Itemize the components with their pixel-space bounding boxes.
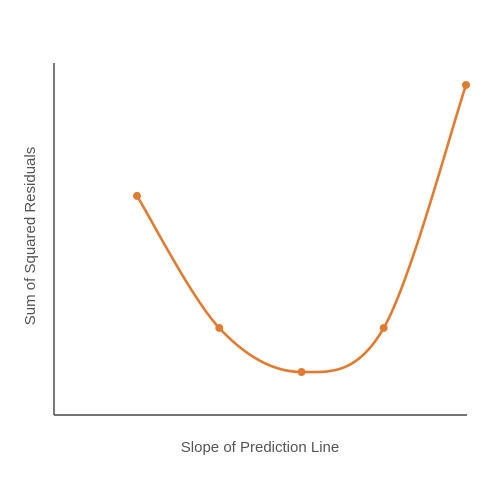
series-line — [135, 83, 468, 374]
x-axis-label: Slope of Prediction Line — [181, 439, 339, 456]
y-axis-label: Sum of Squared Residuals — [22, 147, 39, 325]
data-point-5 — [462, 81, 470, 89]
data-point-3 — [297, 368, 306, 376]
data-point-1 — [133, 191, 141, 200]
data-point-4 — [379, 323, 388, 332]
plot-area — [133, 81, 470, 376]
data-point-2 — [215, 323, 224, 332]
